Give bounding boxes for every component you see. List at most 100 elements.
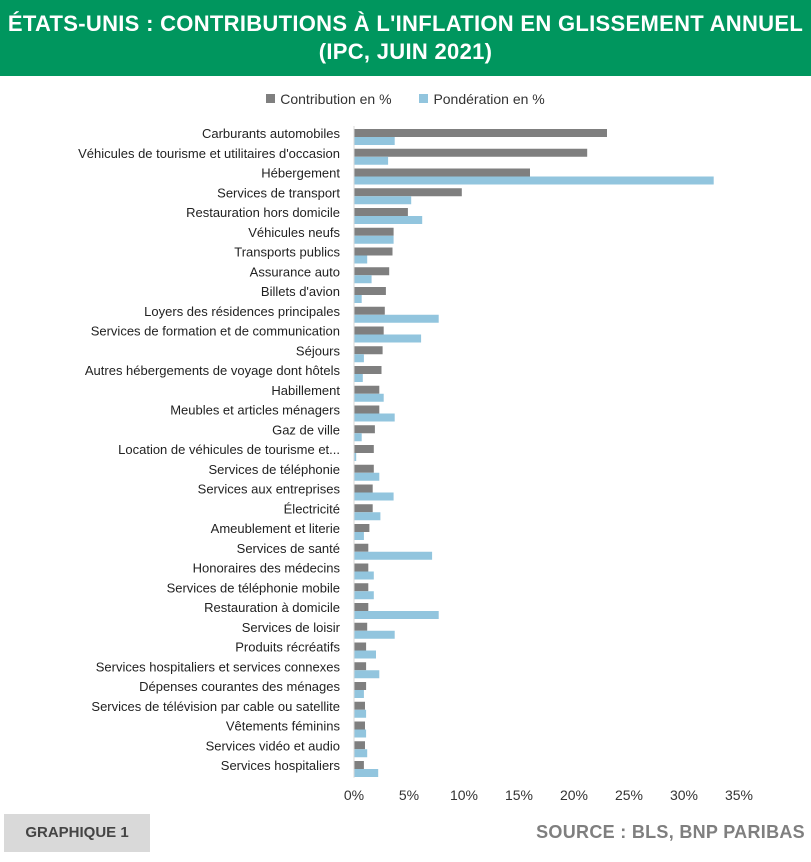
category-label: Autres hébergements de voyage dont hôtel…	[85, 363, 341, 378]
x-tick-label: 10%	[450, 787, 478, 803]
category-label: Loyers des résidences principales	[144, 304, 340, 319]
bar-ponderation	[354, 137, 395, 145]
x-tick-label: 35%	[725, 787, 753, 803]
chart-title-line1: ÉTATS-UNIS : CONTRIBUTIONS À L'INFLATION…	[7, 11, 804, 36]
category-label: Services de téléphonie mobile	[167, 580, 340, 595]
category-label: Honoraires des médecins	[193, 561, 341, 576]
x-tick-label: 15%	[505, 787, 533, 803]
bar-contribution	[354, 464, 374, 473]
bar-contribution	[354, 642, 367, 651]
bar-ponderation	[354, 709, 367, 718]
category-label: Location de véhicules de tourisme et...	[118, 442, 340, 457]
category-label: Véhicules de tourisme et utilitaires d'o…	[78, 146, 340, 161]
bar-contribution	[354, 287, 386, 295]
x-tick-label: 25%	[615, 787, 643, 803]
bar-ponderation	[354, 532, 364, 540]
bar-contribution	[354, 129, 607, 137]
legend-label-ponderation: Pondération en %	[433, 90, 545, 107]
bar-contribution	[354, 227, 394, 236]
bar-contribution	[354, 188, 462, 197]
category-label: Ameublement et literie	[211, 521, 340, 536]
category-label: Services de transport	[217, 185, 340, 200]
bar-ponderation	[354, 314, 439, 323]
bar-contribution	[354, 366, 382, 374]
bar-ponderation	[354, 611, 439, 619]
x-tick-label: 30%	[670, 787, 698, 803]
category-label: Meubles et articles ménagers	[170, 403, 340, 418]
category-label: Services de loisir	[242, 620, 341, 635]
bar-contribution	[354, 385, 380, 394]
bar-contribution	[354, 563, 369, 572]
bar-ponderation	[354, 176, 714, 185]
bar-ponderation	[354, 393, 384, 402]
bar-ponderation	[354, 630, 395, 639]
bar-ponderation	[354, 235, 394, 244]
category-label: Produits récréatifs	[235, 640, 340, 655]
bar-ponderation	[354, 472, 380, 481]
chart-legend: Contribution en % Pondération en %	[0, 90, 811, 107]
legend-label-contribution: Contribution en %	[280, 90, 392, 107]
bar-ponderation	[354, 156, 389, 165]
category-label: Assurance auto	[250, 264, 340, 279]
bar-ponderation	[354, 512, 381, 521]
bar-contribution	[354, 267, 390, 276]
category-label: Restauration hors domicile	[186, 205, 340, 220]
legend-swatch-ponderation	[419, 94, 429, 103]
category-label: Services vidéo et audio	[206, 738, 340, 753]
chart-source: SOURCE : BLS, BNP PARIBAS	[536, 822, 805, 842]
bar-ponderation	[354, 729, 367, 738]
chart-number-tag: GRAPHIQUE 1	[4, 814, 150, 852]
bar-ponderation	[354, 255, 368, 264]
chart-title-bar: ÉTATS-UNIS : CONTRIBUTIONS À L'INFLATION…	[0, 0, 811, 76]
category-label: Carburants automobiles	[202, 126, 341, 141]
category-label: Billets d'avion	[261, 284, 340, 299]
chart-title-line2: (IPC, JUIN 2021)	[318, 39, 493, 64]
bar-contribution	[354, 682, 367, 690]
bar-contribution	[354, 741, 365, 750]
bar-ponderation	[354, 275, 372, 284]
category-label: Services hospitaliers et services connex…	[96, 659, 341, 674]
category-label: Restauration à domicile	[204, 600, 340, 615]
category-label: Services hospitaliers	[221, 758, 341, 773]
bar-contribution	[354, 208, 408, 216]
bar-contribution	[354, 583, 369, 592]
bar-ponderation	[354, 334, 422, 343]
bar-contribution	[354, 622, 368, 631]
legend-item-ponderation: Pondération en %	[419, 90, 545, 107]
bar-contribution	[354, 721, 365, 730]
bar-ponderation	[354, 749, 368, 758]
bar-ponderation	[354, 670, 380, 679]
bar-ponderation	[354, 433, 362, 442]
bar-ponderation	[354, 492, 394, 501]
category-label: Services de télévision par cable ou sate…	[91, 699, 340, 714]
bar-contribution	[354, 168, 530, 177]
category-label: Séjours	[296, 343, 341, 358]
legend-swatch-contribution	[266, 94, 276, 103]
bar-contribution	[354, 326, 384, 335]
category-label: Services de santé	[237, 541, 340, 556]
bar-contribution	[354, 701, 365, 710]
bar-contribution	[354, 247, 393, 256]
category-label: Services de formation et de communicatio…	[91, 324, 340, 339]
bar-contribution	[354, 543, 369, 552]
x-tick-label: 20%	[560, 787, 588, 803]
bar-ponderation	[354, 690, 364, 698]
bar-contribution	[354, 346, 383, 355]
bar-ponderation	[354, 354, 364, 363]
bar-ponderation	[354, 374, 363, 382]
category-label: Véhicules neufs	[248, 225, 340, 240]
category-label: Services de téléphonie	[208, 462, 340, 477]
bar-contribution	[354, 603, 369, 611]
bar-contribution	[354, 504, 373, 513]
category-label: Électricité	[284, 501, 340, 516]
bar-ponderation	[354, 196, 412, 205]
category-label: Habillement	[271, 383, 340, 398]
category-label: Dépenses courantes des ménages	[139, 679, 340, 694]
legend-item-contribution: Contribution en %	[266, 90, 392, 107]
category-label: Vêtements féminins	[226, 719, 341, 734]
x-tick-label: 0%	[344, 787, 364, 803]
bar-contribution	[354, 306, 385, 315]
category-label: Services aux entreprises	[198, 482, 341, 497]
bar-contribution	[354, 761, 364, 769]
